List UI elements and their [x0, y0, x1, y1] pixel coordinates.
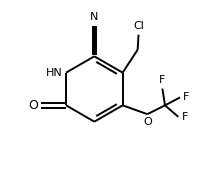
Text: F: F — [183, 92, 190, 102]
Text: N: N — [90, 12, 99, 22]
Text: Cl: Cl — [133, 21, 144, 31]
Text: O: O — [144, 117, 153, 127]
Text: F: F — [181, 112, 188, 122]
Text: HN: HN — [46, 68, 63, 78]
Text: O: O — [28, 99, 38, 112]
Text: F: F — [159, 75, 166, 85]
